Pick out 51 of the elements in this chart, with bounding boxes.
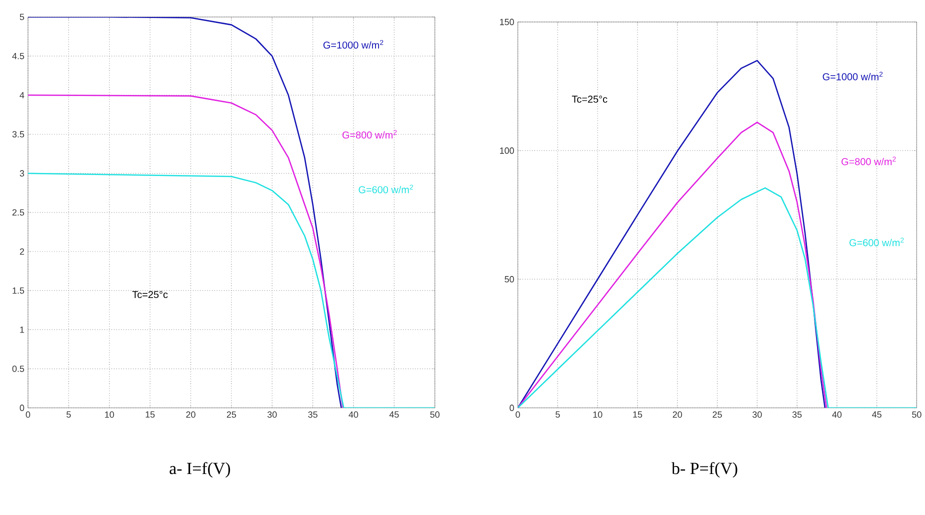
text: G=1000 w/m$^{2}$ <box>822 72 883 80</box>
x-tick-label: 35 <box>308 411 318 418</box>
y-tick-label: 0 <box>510 404 514 412</box>
x-tick-label: 5 <box>66 411 71 418</box>
annotation: Tc=25°c <box>132 291 168 298</box>
text: G=1000 w/m$^{2}$ <box>323 40 384 49</box>
x-tick-label: 20 <box>672 411 682 418</box>
line-series <box>518 122 828 408</box>
x-tick-label: 35 <box>792 411 802 418</box>
y-tick-label: 4 <box>20 92 24 98</box>
x-tick-label: 45 <box>872 411 882 418</box>
x-tick-label: 45 <box>389 411 399 418</box>
y-tick-label: 1 <box>20 326 24 333</box>
x-tick-label: 50 <box>912 411 922 418</box>
x-tick-label: 25 <box>712 411 722 418</box>
x-tick-label: 50 <box>430 411 440 418</box>
x-tick-label: 10 <box>105 411 114 418</box>
y-tick-label: 150 <box>500 18 514 26</box>
x-tick-label: 5 <box>556 411 560 418</box>
line-series <box>518 187 917 408</box>
y-tick-label: 3 <box>20 170 24 177</box>
x-tick-label: 10 <box>593 411 602 418</box>
y-tick-label: 0.5 <box>12 366 24 372</box>
x-tick-label: 40 <box>832 411 842 418</box>
x-tick-label: 25 <box>226 411 236 418</box>
y-tick-label: 2.5 <box>12 209 24 216</box>
y-tick-label: 100 <box>500 148 514 154</box>
text: G=600 w/m$^{2}$ <box>850 238 904 246</box>
line-series <box>28 172 435 408</box>
y-tick-label: 2 <box>20 248 24 255</box>
y-tick-label: 3.5 <box>12 131 24 138</box>
x-tick-label: 40 <box>348 411 358 418</box>
text: G=800 w/m$^{2}$ <box>842 156 896 166</box>
y-tick-label: 0 <box>20 404 24 412</box>
annotation: Tc=25°c <box>572 96 608 103</box>
line-series <box>28 94 344 408</box>
x-tick-label: 0 <box>26 411 30 418</box>
x-tick-label: 15 <box>633 411 642 418</box>
text: b- P=f(V) <box>672 462 738 478</box>
x-tick-label: 0 <box>516 411 520 418</box>
y-tick-label: 50 <box>504 276 514 282</box>
text: a- I=f(V) <box>170 462 230 478</box>
x-tick-label: 20 <box>186 411 196 418</box>
text: G=800 w/m$^{2}$ <box>342 130 397 139</box>
text: G=600 w/m$^{2}$ <box>358 184 413 194</box>
y-tick-label: 5 <box>20 14 24 20</box>
y-tick-label: 1.5 <box>12 288 24 294</box>
x-tick-label: 30 <box>752 411 762 418</box>
x-tick-label: 30 <box>267 411 277 418</box>
y-tick-label: 4.5 <box>12 53 24 60</box>
x-tick-label: 15 <box>146 411 155 418</box>
